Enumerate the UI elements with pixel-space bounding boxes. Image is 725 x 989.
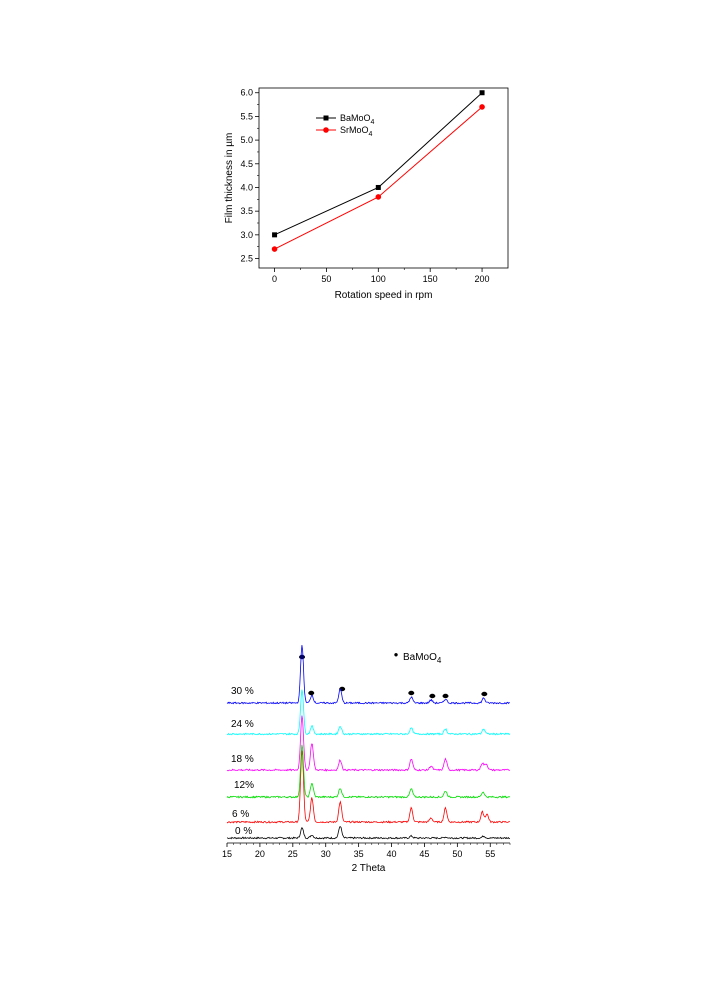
y-tick-label: 3.5 <box>240 206 253 216</box>
x-tick-label: 50 <box>321 274 331 284</box>
x-tick-label: 25 <box>288 849 298 859</box>
data-point <box>375 184 381 190</box>
series-line <box>274 92 483 236</box>
series-label: 6 % <box>232 809 249 820</box>
data-point <box>272 232 278 238</box>
peak-marker <box>481 691 488 697</box>
x-tick-label: 15 <box>222 849 232 859</box>
x-tick-label: 30 <box>321 849 331 859</box>
y-tick-label: 3.0 <box>240 230 253 240</box>
data-point <box>479 104 485 110</box>
xrd-trace <box>226 750 510 824</box>
legend-marker <box>323 127 329 133</box>
x-tick-label: 150 <box>423 274 438 284</box>
plot-frame <box>258 87 509 269</box>
data-point <box>271 246 278 252</box>
series-label: 24 % <box>231 719 254 730</box>
y-tick-label: 4.5 <box>240 159 253 169</box>
xrd-trace <box>226 826 511 840</box>
peak-marker <box>408 690 415 696</box>
xrd-trace <box>226 689 511 736</box>
y-tick-label: 5.5 <box>240 111 253 121</box>
x-tick-label: 50 <box>452 849 462 859</box>
x-tick-label: 40 <box>387 849 397 859</box>
xrd-trace <box>226 744 511 799</box>
y-tick-label: 4.0 <box>240 182 253 192</box>
legend-label: BaMoO4 <box>340 113 375 126</box>
x-tick-label: 35 <box>354 849 364 859</box>
peak-marker <box>429 693 436 699</box>
film-thickness-chart: 0 50 100 150 200 2.5 3.0 3.5 4.0 4.5 5.0 5.5 6.0 Rota… <box>224 87 509 301</box>
y-axis-label: Film thickness in µm <box>224 133 235 224</box>
xrd-pattern-chart: 15 20 25 30 35 40 45 50 55 2 Theta ● BaMoO4 0 % 6 % 12… <box>222 645 511 874</box>
y-tick-label: 2.5 <box>240 254 253 264</box>
x-tick-label: 55 <box>485 849 495 859</box>
x-tick-label: 20 <box>255 849 265 859</box>
xrd-trace <box>226 715 510 772</box>
x-axis-label: 2 Theta <box>352 863 386 874</box>
peak-marker <box>442 693 449 699</box>
legend-marker: ● <box>394 650 399 659</box>
series-label: 30 % <box>231 686 254 697</box>
x-tick-label: 200 <box>475 274 490 284</box>
data-point <box>375 194 382 200</box>
peak-marker <box>308 690 315 696</box>
legend-marker <box>323 115 329 121</box>
xrd-trace <box>226 645 510 705</box>
legend-label: BaMoO4 <box>403 652 442 665</box>
x-tick-label: 0 <box>272 274 277 284</box>
series-line <box>274 106 483 250</box>
legend-label: SrMoO4 <box>340 125 373 138</box>
data-point <box>479 90 485 96</box>
y-tick-label: 6.0 <box>240 88 253 98</box>
series-label: 0 % <box>235 826 252 837</box>
x-tick-label: 45 <box>419 849 429 859</box>
series-label: 12% <box>234 780 254 791</box>
y-tick-label: 5.0 <box>240 135 253 145</box>
series-label: 18 % <box>231 754 254 765</box>
x-axis-label: Rotation speed in rpm <box>335 290 433 301</box>
x-tick-label: 100 <box>371 274 386 284</box>
peak-marker <box>299 654 306 660</box>
